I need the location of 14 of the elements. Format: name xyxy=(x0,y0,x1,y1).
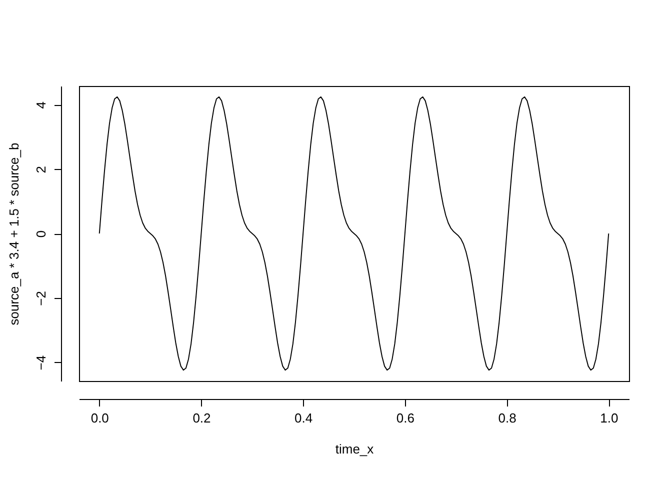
x-tick-label: 0.4 xyxy=(294,410,313,426)
x-tick-label: 0.2 xyxy=(192,410,211,426)
x-tick-label: 0.8 xyxy=(498,410,516,426)
y-tick-label: 4 xyxy=(34,102,48,109)
y-tick-label: 0 xyxy=(34,230,48,238)
y-tick-label: 2 xyxy=(34,166,48,174)
x-tick-label: 0.0 xyxy=(90,410,109,426)
line-series xyxy=(98,96,610,371)
y-tick-label: −2 xyxy=(34,290,48,306)
y-tick-label: −4 xyxy=(34,355,48,370)
x-axis-title: time_x xyxy=(335,442,374,456)
x-tick-label: 1.0 xyxy=(600,410,618,426)
y-axis-title: source_a * 3.4 + 1.5 * source_b xyxy=(6,142,22,326)
x-tick-label: 0.6 xyxy=(396,410,414,426)
